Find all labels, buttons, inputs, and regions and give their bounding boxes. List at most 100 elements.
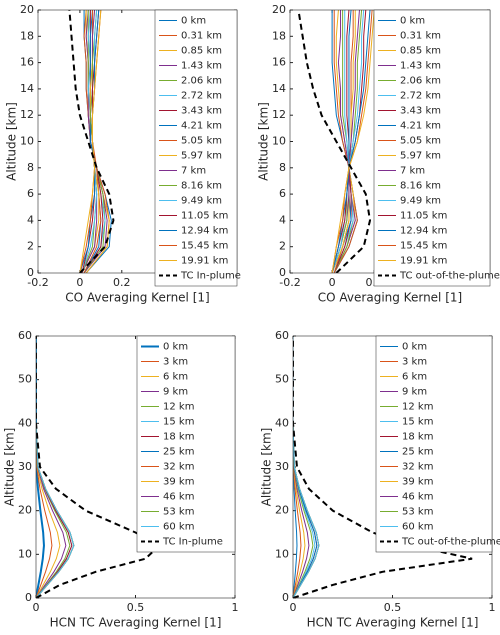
legend-label: 0.31 km [400,31,441,42]
legend-label: 5.97 km [400,151,441,162]
legend-label: 12 km [402,402,433,413]
legend: 0 km 3 km 6 km 9 km 12 km 15 km 18 km 25 km 32 k… [136,335,236,553]
data-line [333,10,358,273]
legend-label: 32 km [402,462,433,473]
y-tick-label: 20 [272,3,286,16]
legend-label: 46 km [402,492,433,503]
legend-label: 11.05 km [400,211,447,222]
data-line [83,10,102,273]
legend-label: 15 km [163,417,194,428]
y-axis-label: Altitude [km] [5,102,19,181]
y-tick-label: 14 [272,82,286,95]
y-tick-label: 10 [18,547,32,560]
legend-label: 19.91 km [181,256,228,267]
legend-label: 1.43 km [400,61,441,72]
x-tick-label: -0.2 [27,276,48,289]
legend-label: 6 km [163,372,188,383]
y-tick-label: 2 [279,240,286,253]
data-line [333,10,356,273]
y-axis-label: Altitude [km] [257,102,271,181]
y-tick-label: 20 [20,3,34,16]
legend-label: 25 km [163,447,194,458]
legend-label: 0 km [400,16,425,27]
legend-label: TC In-plume [180,271,241,282]
y-tick-label: 0 [279,266,286,279]
y-tick-label: 8 [279,161,286,174]
legend-label: 25 km [402,447,433,458]
x-axis-label: HCN TC Averaging Kernel [1] [307,616,479,630]
legend-box [373,9,491,287]
data-line [333,10,352,273]
data-line [293,336,473,598]
y-tick-label: 50 [18,373,32,386]
legend-label: 3 km [402,357,427,368]
legend-label: 3 km [163,357,188,368]
y-axis-label: Altitude [km] [260,428,274,507]
data-line [297,10,372,273]
y-tick-label: 30 [275,460,289,473]
x-tick-label: 1 [489,601,496,614]
legend-label: 11.05 km [181,211,228,222]
legend-label: 2.72 km [181,91,222,102]
legend-box [136,335,236,553]
legend-label: 0 km [163,342,188,353]
legend-label: TC out-of-the-plume [399,271,500,282]
legend-label: 6 km [402,372,427,383]
y-tick-label: 40 [275,416,289,429]
legend-label: 18 km [163,432,194,443]
legend-label: 5.05 km [181,136,222,147]
legend-label: 1.43 km [181,61,222,72]
legend-label: TC out-of-the-plume [401,537,500,548]
y-tick-label: 10 [275,547,289,560]
x-tick-label: 0.5 [384,601,402,614]
legend-label: 7 km [400,166,425,177]
y-tick-label: 14 [20,82,34,95]
data-line [79,10,102,273]
y-tick-label: 0 [282,591,289,604]
y-tick-label: 0 [27,266,34,279]
legend-label: 4.21 km [400,121,441,132]
legend-label: 4.21 km [181,121,222,132]
y-tick-label: 10 [20,135,34,148]
x-tick-label: 0.5 [127,601,145,614]
legend-label: 3.43 km [181,106,222,117]
data-line [331,10,375,273]
x-tick-label: 0 [33,601,40,614]
legend: 0 km 0.31 km 0.85 km 1.43 km 2.06 km 2.72 km 3… [373,9,500,287]
x-tick-label: -0.2 [279,276,300,289]
chart-panel: -0.200.20.40.602468101214161820CO Averag… [257,3,500,305]
data-line [293,336,320,598]
legend-label: TC In-plume [162,537,223,548]
legend-label: 39 km [402,477,433,488]
legend-label: 15.45 km [400,241,447,252]
y-tick-label: 18 [272,29,286,42]
legend-label: 9.49 km [181,196,222,207]
legend-label: 0.85 km [400,46,441,57]
x-tick-label: 1 [232,601,239,614]
y-tick-label: 16 [272,56,286,69]
y-tick-label: 6 [27,187,34,200]
legend-label: 2.72 km [400,91,441,102]
legend-label: 53 km [163,507,194,518]
legend-label: 8.16 km [181,181,222,192]
y-tick-label: 30 [18,460,32,473]
legend-label: 9.49 km [400,196,441,207]
y-tick-label: 20 [18,504,32,517]
legend-label: 0.31 km [181,31,222,42]
legend-label: 12.94 km [400,226,447,237]
legend-label: 12.94 km [181,226,228,237]
legend-label: 3.43 km [400,106,441,117]
x-axis-label: HCN TC Averaging Kernel [1] [50,616,222,630]
legend-label: 15 km [402,417,433,428]
legend-label: 39 km [163,477,194,488]
y-tick-label: 20 [275,504,289,517]
data-line [331,10,365,273]
legend: 0 km 0.31 km 0.85 km 1.43 km 2.06 km 2.72 km 3… [154,9,241,287]
x-tick-label: 0.2 [113,276,131,289]
legend-label: 5.97 km [181,151,222,162]
legend-label: 12 km [163,402,194,413]
x-axis-label: CO Averaging Kernel [1] [65,291,209,305]
